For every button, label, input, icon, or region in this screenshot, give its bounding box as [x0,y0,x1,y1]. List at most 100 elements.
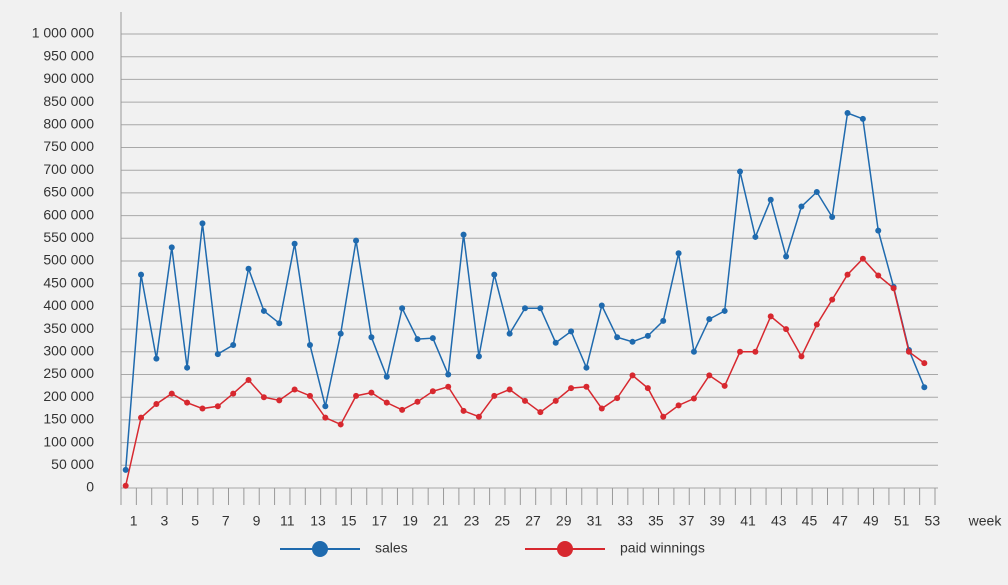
data-point [153,401,160,408]
x-tick-label: 17 [372,513,388,529]
x-tick-label: 43 [771,513,787,529]
data-point [445,371,452,378]
x-tick-label: 19 [402,513,418,529]
x-tick-label: 51 [894,513,910,529]
data-point [813,321,820,328]
x-tick-label: 41 [740,513,756,529]
y-tick-label: 700 000 [43,161,94,177]
x-tick-label: 37 [679,513,695,529]
data-point [214,351,221,358]
x-tick-label: 21 [433,513,449,529]
data-point [353,237,360,244]
data-point [230,341,237,348]
data-point [783,253,790,260]
data-point [752,233,759,240]
data-point [184,364,191,371]
data-point [737,168,744,175]
data-point [260,307,267,314]
data-point [322,403,329,410]
data-point [122,482,129,489]
data-point [322,414,329,421]
data-point [537,305,544,312]
data-point [737,348,744,355]
data-point [921,360,928,367]
data-point [644,332,651,339]
x-axis-label: week [968,513,1003,529]
data-point [306,341,313,348]
data-point [660,413,667,420]
data-point [460,407,467,414]
x-tick-label: 15 [341,513,357,529]
x-tick-label: 49 [863,513,879,529]
data-point [583,383,590,390]
x-tick-label: 9 [253,513,261,529]
data-point [767,196,774,203]
data-point [276,397,283,404]
data-point [829,296,836,303]
data-point [506,386,513,393]
x-tick-label: 23 [464,513,480,529]
x-tick-label: 11 [280,513,295,529]
data-point [568,328,575,335]
data-point [537,409,544,416]
data-point [829,213,836,220]
data-point [675,250,682,257]
data-point [368,389,375,396]
x-tick-label: 7 [222,513,230,529]
data-point [568,385,575,392]
data-point [399,406,406,413]
data-point [921,384,928,391]
data-point [337,330,344,337]
data-point [475,353,482,360]
y-tick-label: 750 000 [43,138,94,154]
data-point [414,336,421,343]
legend-label: paid winnings [620,540,705,556]
x-tick-label: 45 [802,513,818,529]
data-point [660,317,667,324]
y-tick-label: 800 000 [43,116,94,132]
data-point [890,285,897,292]
data-point [690,395,697,402]
data-point [306,392,313,399]
x-tick-label: 29 [556,513,572,529]
data-point [798,353,805,360]
data-point [752,348,759,355]
data-point [199,220,206,227]
x-tick-label: 47 [832,513,848,529]
data-point [522,397,528,404]
data-point [491,392,498,399]
y-tick-label: 400 000 [43,297,94,313]
y-tick-label: 550 000 [43,229,94,245]
data-point [598,405,605,412]
data-point [552,339,559,346]
data-point [168,244,175,251]
y-tick-label: 900 000 [43,70,94,86]
y-tick-label: 500 000 [43,252,94,268]
x-tick-label: 53 [925,513,941,529]
legend-marker [557,541,573,557]
data-point [598,302,605,309]
data-point [414,398,421,405]
data-point [138,414,145,421]
series-line [124,111,926,470]
data-point [184,399,191,406]
y-tick-label: 50 000 [51,456,94,472]
y-tick-label: 450 000 [43,274,94,290]
data-point [614,334,621,341]
data-point [138,271,145,278]
data-point [690,348,697,355]
data-point [798,203,805,210]
data-point [460,231,467,238]
x-tick-label: 31 [587,513,603,529]
data-point [721,382,728,389]
y-tick-label: 200 000 [43,388,94,404]
x-tick-label: 5 [191,513,199,529]
data-point [706,316,713,323]
data-point [644,385,651,392]
data-point [122,466,129,473]
y-tick-label: 600 000 [43,206,94,222]
data-point [522,305,528,312]
data-point [844,109,851,116]
